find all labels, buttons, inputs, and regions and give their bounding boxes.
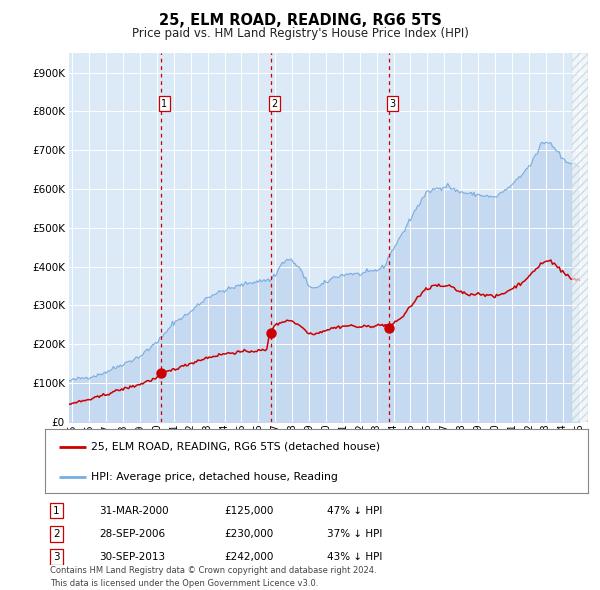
Text: £230,000: £230,000 — [224, 529, 274, 539]
Text: 3: 3 — [53, 552, 60, 562]
Text: 30-SEP-2013: 30-SEP-2013 — [100, 552, 166, 562]
Text: 31-MAR-2000: 31-MAR-2000 — [100, 506, 169, 516]
Text: 2: 2 — [271, 99, 277, 109]
Text: 28-SEP-2006: 28-SEP-2006 — [100, 529, 166, 539]
Text: 2: 2 — [53, 529, 60, 539]
Text: Contains HM Land Registry data © Crown copyright and database right 2024.: Contains HM Land Registry data © Crown c… — [50, 566, 377, 575]
Text: HPI: Average price, detached house, Reading: HPI: Average price, detached house, Read… — [91, 472, 338, 481]
Text: This data is licensed under the Open Government Licence v3.0.: This data is licensed under the Open Gov… — [50, 579, 319, 588]
Text: £242,000: £242,000 — [224, 552, 274, 562]
Text: 47% ↓ HPI: 47% ↓ HPI — [328, 506, 383, 516]
Text: 1: 1 — [161, 99, 167, 109]
Text: 1: 1 — [53, 506, 60, 516]
Text: 25, ELM ROAD, READING, RG6 5TS: 25, ELM ROAD, READING, RG6 5TS — [158, 13, 442, 28]
Text: 37% ↓ HPI: 37% ↓ HPI — [328, 529, 383, 539]
Text: 43% ↓ HPI: 43% ↓ HPI — [328, 552, 383, 562]
Text: 3: 3 — [389, 99, 395, 109]
Text: Price paid vs. HM Land Registry's House Price Index (HPI): Price paid vs. HM Land Registry's House … — [131, 27, 469, 40]
Text: £125,000: £125,000 — [224, 506, 274, 516]
Text: 25, ELM ROAD, READING, RG6 5TS (detached house): 25, ELM ROAD, READING, RG6 5TS (detached… — [91, 442, 380, 452]
